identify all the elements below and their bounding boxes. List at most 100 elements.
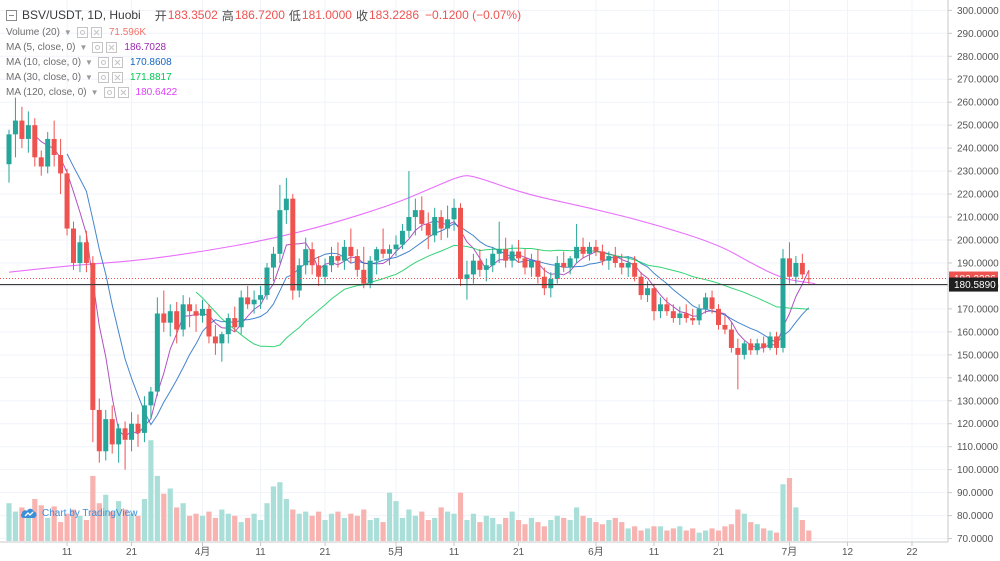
volume-bar (528, 517, 535, 541)
indicator-ma30[interactable]: MA (30, close, 0) ▼ 171.8817 (6, 70, 521, 85)
close-icon[interactable] (111, 57, 123, 68)
eye-icon[interactable] (97, 72, 109, 83)
volume-bar (161, 493, 167, 541)
volume-bar (90, 475, 96, 541)
volume-bar (619, 522, 625, 541)
indicator-volume[interactable]: Volume (20) ▼ 71.596K (6, 25, 521, 40)
candle-body (625, 262, 631, 268)
candle-body (354, 256, 360, 270)
volume-bar (38, 505, 44, 541)
volume-bar (445, 511, 451, 541)
candle-body (412, 210, 418, 218)
indicator-ma5[interactable]: MA (5, close, 0) ▼ 186.7028 (6, 40, 521, 55)
close-icon[interactable] (111, 72, 123, 83)
high-label: 高 (221, 8, 234, 23)
volume-bar (541, 526, 547, 541)
candle (741, 341, 747, 360)
candle-body (703, 297, 709, 309)
volume-bar (367, 520, 373, 541)
close-icon[interactable] (90, 27, 102, 38)
collapse-legend-icon[interactable] (6, 9, 17, 21)
chevron-down-icon[interactable]: ▼ (63, 28, 72, 37)
candle-body (58, 155, 64, 174)
volume-bar (561, 517, 567, 541)
eye-icon[interactable] (76, 27, 88, 38)
candle-body (657, 304, 663, 312)
candle-body (709, 297, 715, 309)
candle (503, 237, 509, 268)
candle-body (683, 313, 689, 319)
indicator-ma120[interactable]: MA (120, close, 0) ▼ 180.6422 (6, 85, 521, 100)
eye-icon[interactable] (92, 42, 104, 53)
candle-body (116, 428, 122, 445)
volume-bar (690, 528, 696, 541)
cloud-icon (20, 508, 37, 518)
price-tick-label: 170.0000 (957, 304, 999, 315)
candle-body (458, 207, 463, 280)
candle-body (387, 249, 393, 254)
price-tick-label: 300.0000 (957, 6, 999, 17)
candle (129, 412, 135, 452)
volume-bar (51, 506, 57, 541)
volume-bar (386, 492, 393, 541)
volume-bar (70, 509, 77, 541)
candle-body (748, 343, 754, 351)
close-icon[interactable] (106, 42, 118, 53)
low-value: 181.0000 (301, 8, 352, 22)
volume-bar (251, 513, 257, 541)
candle-body (174, 311, 180, 330)
candle (425, 212, 431, 250)
candle-body (554, 262, 560, 280)
candle-body (283, 198, 289, 211)
candle (657, 297, 663, 319)
chart-legend: BSV/USDT, 1D, Huobi 开 183.3502 高 186.7200 … (6, 5, 521, 100)
candle (296, 258, 302, 298)
eye-icon[interactable] (97, 57, 109, 68)
volume-bar (245, 517, 251, 541)
indicator-value: 170.8608 (129, 57, 172, 68)
indicator-name: MA (120, close, 0) (6, 87, 87, 98)
candle-body (270, 253, 276, 268)
indicator-ma10[interactable]: MA (10, close, 0) ▼ 170.8608 (6, 55, 521, 70)
candle (722, 315, 728, 335)
time-tick-label: 11 (62, 547, 73, 558)
candle (470, 253, 476, 284)
candle (696, 304, 702, 325)
volume-bar (496, 524, 502, 541)
volume-bar (490, 517, 496, 541)
chevron-down-icon[interactable]: ▼ (79, 43, 88, 52)
chevron-down-icon[interactable]: ▼ (85, 73, 93, 82)
time-tick-label: 11 (255, 547, 266, 558)
indicator-name: Volume (20) (6, 27, 60, 38)
indicator-name: MA (10, close, 0) (6, 57, 82, 68)
candle-body (329, 256, 334, 266)
volume-bars (6, 440, 812, 541)
volume-bar (438, 507, 444, 541)
eye-icon[interactable] (103, 87, 115, 98)
candle-body (722, 324, 728, 330)
volume-bar (380, 522, 386, 541)
candle-body (670, 311, 676, 319)
volume-bar (715, 530, 722, 541)
candle-body (245, 297, 251, 305)
volume-bar (316, 511, 322, 541)
candle (148, 386, 154, 420)
candle (6, 129, 12, 183)
indicator-name: MA (30, close, 0) (6, 72, 82, 83)
candle-body (393, 244, 399, 250)
price-tick-label: 110.0000 (957, 442, 998, 453)
candle (419, 196, 425, 231)
chevron-down-icon[interactable]: ▼ (90, 88, 99, 97)
volume-bar (238, 522, 244, 541)
volume-bar (419, 511, 425, 541)
volume-bar (664, 530, 670, 541)
tradingview-watermark[interactable]: Chart by TradingView (20, 507, 137, 519)
candle (728, 322, 734, 353)
close-icon[interactable] (117, 87, 129, 98)
candle (651, 283, 657, 321)
candle (251, 290, 257, 314)
candle (799, 253, 805, 280)
chevron-down-icon[interactable]: ▼ (85, 58, 93, 67)
